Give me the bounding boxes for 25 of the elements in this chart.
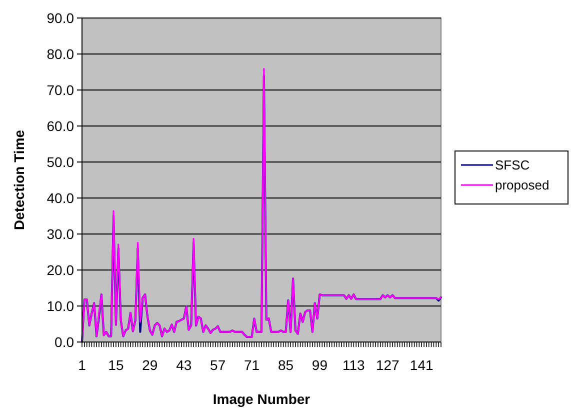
- y-tick-label: 50.0: [46, 154, 74, 170]
- x-tick-label: 71: [244, 357, 260, 373]
- x-tick-label: 43: [176, 357, 192, 373]
- y-tick-label: 80.0: [46, 46, 74, 62]
- x-tick-label: 57: [210, 357, 226, 373]
- legend-label: proposed: [495, 178, 550, 193]
- y-tick-label: 40.0: [46, 190, 74, 206]
- y-tick-label: 0.0: [54, 334, 74, 350]
- legend-label: SFSC: [495, 158, 530, 173]
- x-tick-label: 141: [410, 357, 434, 373]
- x-tick-label: 85: [278, 357, 294, 373]
- x-axis-title: Image Number: [212, 391, 311, 407]
- x-tick-label: 15: [108, 357, 124, 373]
- y-tick-label: 90.0: [46, 10, 74, 26]
- y-tick-label: 20.0: [46, 262, 74, 278]
- y-tick-label: 10.0: [46, 298, 74, 314]
- x-tick-label: 113: [342, 357, 366, 373]
- x-tick-label: 99: [312, 357, 328, 373]
- y-axis-title: Detection Time: [11, 130, 27, 230]
- y-tick-label: 60.0: [46, 118, 74, 134]
- y-tick-label: 70.0: [46, 82, 74, 98]
- x-tick-label: 29: [142, 357, 158, 373]
- x-tick-label: 127: [376, 357, 400, 373]
- y-tick-label: 30.0: [46, 226, 74, 242]
- x-tick-label: 1: [78, 357, 86, 373]
